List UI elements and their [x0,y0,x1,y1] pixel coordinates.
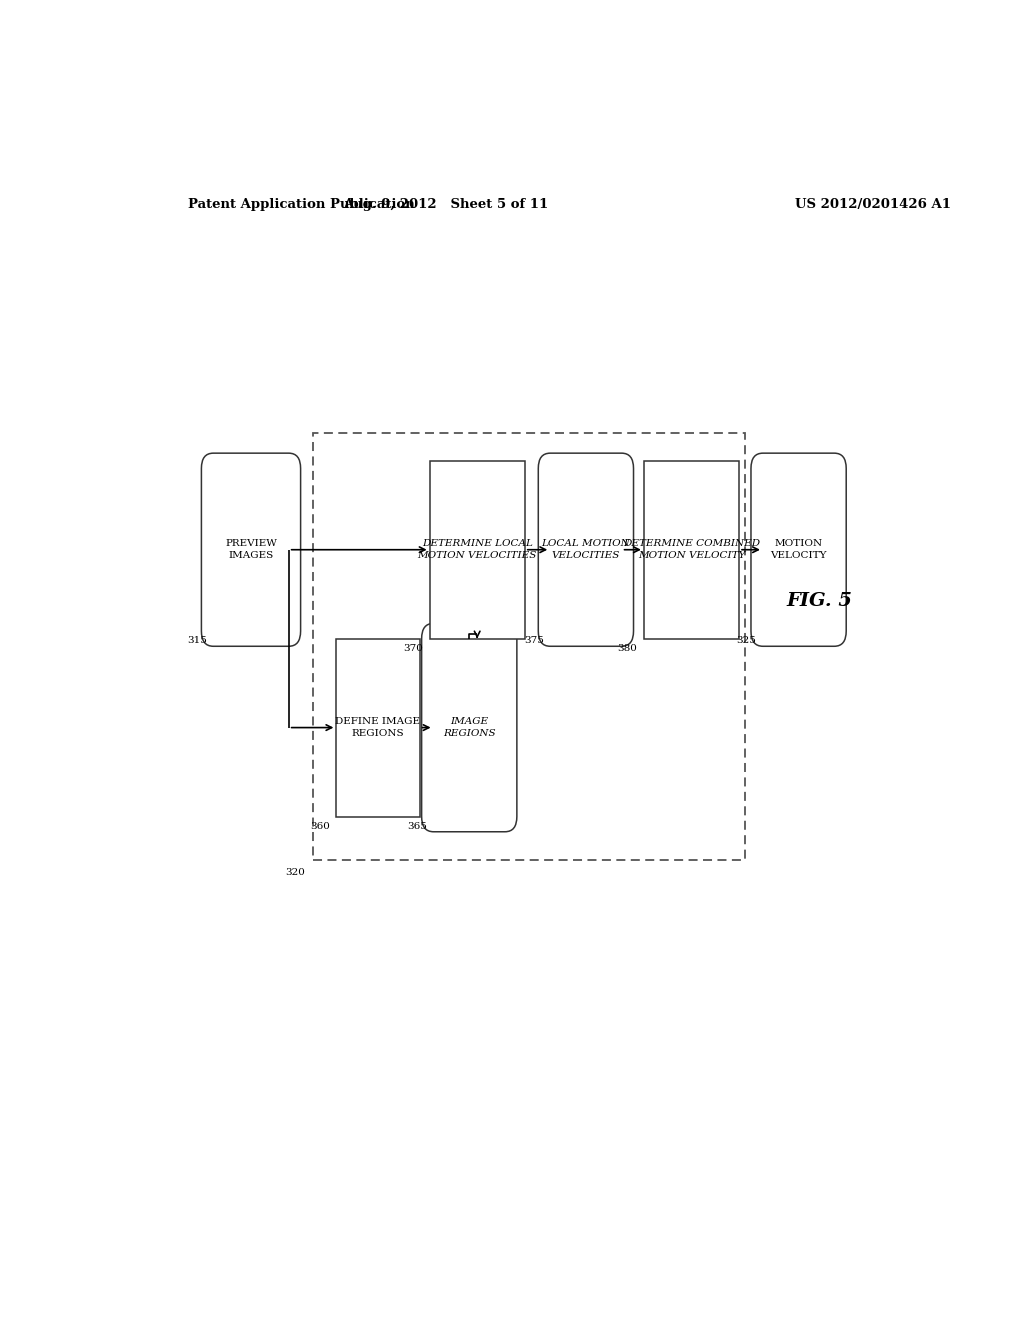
Text: FIG. 5: FIG. 5 [786,591,853,610]
Text: 360: 360 [310,821,330,830]
Text: LOCAL MOTION
VELOCITIES: LOCAL MOTION VELOCITIES [542,540,631,560]
Text: 315: 315 [187,636,207,645]
Text: Aug. 9, 2012   Sheet 5 of 11: Aug. 9, 2012 Sheet 5 of 11 [343,198,548,211]
Text: US 2012/0201426 A1: US 2012/0201426 A1 [795,198,950,211]
Text: 325: 325 [736,636,757,645]
Text: DETERMINE LOCAL
MOTION VELOCITIES: DETERMINE LOCAL MOTION VELOCITIES [418,540,537,560]
Text: 320: 320 [285,867,305,876]
FancyBboxPatch shape [202,453,301,647]
FancyBboxPatch shape [539,453,634,647]
Text: DETERMINE COMBINED
MOTION VELOCITY: DETERMINE COMBINED MOTION VELOCITY [623,540,760,560]
FancyBboxPatch shape [422,623,517,832]
Text: IMAGE
REGIONS: IMAGE REGIONS [443,717,496,738]
Text: 365: 365 [408,821,427,830]
FancyBboxPatch shape [430,461,524,639]
Text: 370: 370 [403,644,423,652]
Text: PREVIEW
IMAGES: PREVIEW IMAGES [225,540,276,560]
Text: MOTION
VELOCITY: MOTION VELOCITY [770,540,826,560]
FancyBboxPatch shape [644,461,739,639]
Text: DEFINE IMAGE
REGIONS: DEFINE IMAGE REGIONS [336,717,421,738]
Text: Patent Application Publication: Patent Application Publication [187,198,415,211]
Bar [313,433,745,859]
FancyBboxPatch shape [751,453,846,647]
Text: 375: 375 [524,636,544,645]
Text: 380: 380 [617,644,638,652]
FancyBboxPatch shape [336,639,420,817]
